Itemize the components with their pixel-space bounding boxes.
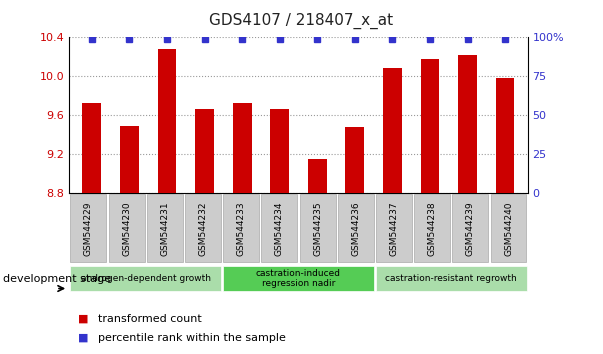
Bar bbox=[147, 194, 183, 262]
Bar bbox=[414, 194, 450, 262]
Text: GSM544229: GSM544229 bbox=[84, 201, 93, 256]
Bar bbox=[70, 266, 221, 291]
Bar bbox=[308, 159, 327, 193]
Bar bbox=[338, 194, 374, 262]
Text: castration-resistant regrowth: castration-resistant regrowth bbox=[385, 274, 517, 283]
Bar bbox=[346, 127, 364, 193]
Bar bbox=[157, 49, 177, 193]
Text: transformed count: transformed count bbox=[98, 314, 201, 324]
Text: GSM544232: GSM544232 bbox=[198, 201, 207, 256]
Bar bbox=[376, 194, 412, 262]
Text: GSM544239: GSM544239 bbox=[466, 201, 475, 256]
Bar bbox=[120, 126, 139, 193]
Text: ■: ■ bbox=[78, 333, 89, 343]
Bar bbox=[233, 103, 251, 193]
Bar bbox=[452, 194, 488, 262]
Bar bbox=[262, 194, 297, 262]
Bar bbox=[223, 194, 259, 262]
Bar bbox=[223, 266, 374, 291]
Text: GSM544233: GSM544233 bbox=[237, 201, 245, 256]
Text: development stage: development stage bbox=[3, 274, 111, 284]
Text: GSM544234: GSM544234 bbox=[275, 201, 284, 256]
Text: GSM544236: GSM544236 bbox=[352, 201, 360, 256]
Bar bbox=[195, 109, 214, 193]
Bar bbox=[300, 194, 335, 262]
Text: GSM544237: GSM544237 bbox=[390, 201, 399, 256]
Text: ■: ■ bbox=[78, 314, 89, 324]
Text: GSM544230: GSM544230 bbox=[122, 201, 131, 256]
Bar bbox=[496, 78, 514, 193]
Bar bbox=[458, 55, 477, 193]
Bar bbox=[270, 109, 289, 193]
Text: percentile rank within the sample: percentile rank within the sample bbox=[98, 333, 286, 343]
Bar bbox=[376, 266, 527, 291]
Bar bbox=[383, 68, 402, 193]
Bar bbox=[83, 103, 101, 193]
Text: androgen-dependent growth: androgen-dependent growth bbox=[81, 274, 210, 283]
Text: GSM544238: GSM544238 bbox=[428, 201, 437, 256]
Text: GSM544231: GSM544231 bbox=[160, 201, 169, 256]
Text: GDS4107 / 218407_x_at: GDS4107 / 218407_x_at bbox=[209, 12, 394, 29]
Bar bbox=[420, 59, 440, 193]
Text: GSM544240: GSM544240 bbox=[504, 201, 513, 256]
Bar bbox=[491, 194, 526, 262]
Bar bbox=[109, 194, 145, 262]
Text: GSM544235: GSM544235 bbox=[313, 201, 322, 256]
Bar bbox=[71, 194, 106, 262]
Bar bbox=[185, 194, 221, 262]
Text: castration-induced
regression nadir: castration-induced regression nadir bbox=[256, 269, 341, 288]
